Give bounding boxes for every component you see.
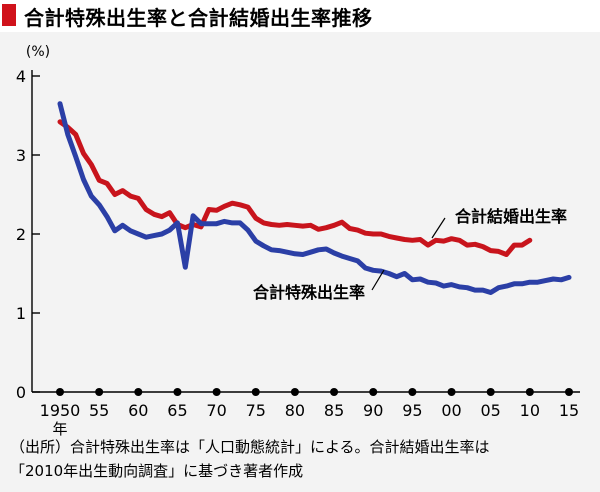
source-note-line-2: 「2010年出生動向調査」に基づき著者作成 [10,462,304,480]
y-tick-label: 4 [16,67,26,86]
x-tick-label: 00 [441,401,461,420]
x-tick-label: 65 [167,401,187,420]
title-bar: 合計特殊出生率と合計結婚出生率推移 [0,0,600,32]
x-tick-label: 1950 [40,401,81,420]
series-line-marriage-fertility [57,119,533,257]
x-tick-label: 95 [402,401,422,420]
x-tick-label: 70 [206,401,226,420]
y-tick-label: 0 [16,383,26,402]
x-tick-dot [290,388,299,396]
x-tick-dot [525,388,534,396]
series-layer [57,101,572,295]
y-tick-label: 2 [16,225,26,244]
axes: 0 1 2 3 4(%) 1950 55 60 65 70 75 80 85 90 95 00 05 10 15 年 [16,44,580,438]
annotation-leader-marriage [431,217,446,239]
x-tick-label: 75 [246,401,266,420]
x-tick-label: 60 [128,401,148,420]
x-tick-dot [56,388,64,396]
annotation-marriage-fertility: 合計結婚出生率 [455,207,567,226]
x-tick-dot [251,388,260,396]
x-tick-label: 85 [324,401,344,420]
annotation-total-fertility: 合計特殊出生率 [253,283,365,302]
x-tick-label: 55 [89,401,109,420]
x-tick-dot [330,388,339,396]
x-tick-dot [369,388,378,396]
x-tick-dot [134,388,143,396]
x-tick-dot [447,388,456,396]
annotation-leader-total [371,269,385,291]
series-line-total-fertility [57,101,572,295]
x-tick-dot [486,388,495,396]
x-tick-dot [408,388,417,396]
x-tick-dot [212,388,221,396]
x-tick-dot [565,388,573,396]
x-tick-label: 05 [481,401,501,420]
x-tick-label: 90 [363,401,383,420]
x-tick-dot [173,388,182,396]
x-tick-label: 80 [285,401,305,420]
x-tick-dot [95,388,104,396]
x-tick-label: 15 [559,401,579,420]
chart-title: 合計特殊出生率と合計結婚出生率推移 [24,6,373,30]
y-tick-label: 3 [16,146,26,165]
x-axis-unit-label: 年 [52,420,67,438]
title-accent-mark [2,4,16,26]
source-note-line-1: （出所）合計特殊出生率は「人口動態統計」による。合計結婚出生率は [10,438,490,456]
x-tick-label: 10 [520,401,540,420]
y-tick-label: 1 [16,304,26,323]
y-axis-label: (%) [26,44,50,60]
